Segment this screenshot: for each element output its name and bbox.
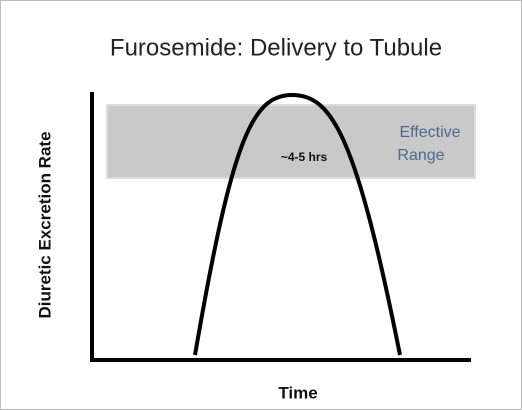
effective-range-band [106,104,476,179]
effective-range-label: Effective [399,124,460,141]
title: Furosemide: Delivery to Tubule [110,34,442,61]
effective-range-label: Range [397,147,444,164]
y-axis-label: Diuretic Excretion Rate [35,131,54,318]
duration-annotation: ~4-5 hrs [281,150,328,164]
delivery-curve [193,92,402,356]
x-axis-label: Time [278,383,317,402]
